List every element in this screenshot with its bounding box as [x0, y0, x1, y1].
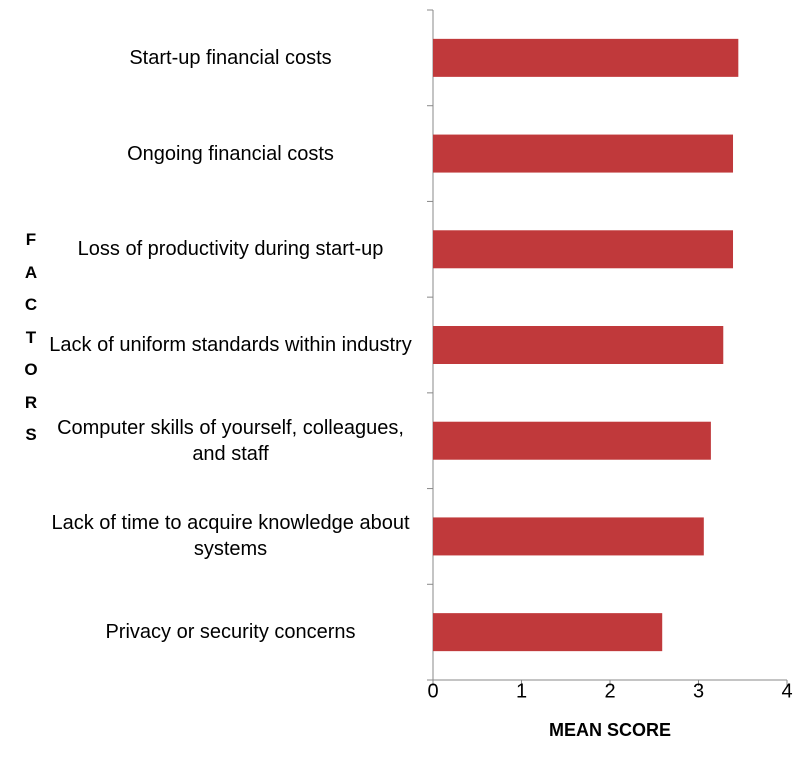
- x-tick-label: 3: [693, 680, 704, 702]
- y-tick-label: Lack of time to acquire knowledge about …: [51, 512, 410, 561]
- x-tick-label: 4: [781, 680, 792, 702]
- x-tick-label: 1: [516, 680, 527, 702]
- x-tick-label: 0: [427, 680, 438, 702]
- y-tick-label: Start-up financial costs: [129, 46, 332, 69]
- x-tick-label: 2: [604, 680, 615, 702]
- x-axis-title: MEAN SCORE: [548, 720, 671, 740]
- y-tick-label: Loss of productivity during start-up: [77, 238, 384, 261]
- bar: [433, 134, 734, 173]
- y-tick-label: Privacy or security concerns: [105, 621, 356, 644]
- bar: [433, 230, 734, 269]
- bar: [433, 517, 704, 556]
- y-tick-label: Ongoing financial costs: [127, 142, 334, 165]
- bar: [433, 326, 724, 364]
- y-axis-title: FACTORS: [24, 230, 38, 444]
- bar: [433, 613, 663, 652]
- bar: [433, 38, 739, 77]
- bar: [433, 421, 711, 460]
- y-tick-label: Lack of uniform standards within industr…: [49, 334, 412, 356]
- y-tick-label: Computer skills of yourself, colleagues,…: [57, 416, 404, 465]
